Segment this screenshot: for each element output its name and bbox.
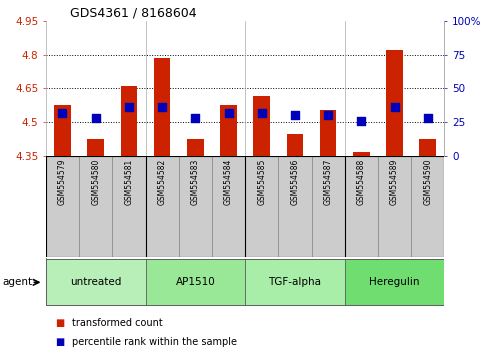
- Bar: [179, 156, 212, 257]
- Bar: [411, 156, 444, 257]
- Bar: [245, 259, 345, 305]
- Text: ■: ■: [56, 318, 65, 328]
- Point: [191, 115, 199, 121]
- Bar: [386, 50, 403, 156]
- Text: untreated: untreated: [70, 277, 121, 287]
- Text: AP1510: AP1510: [175, 277, 215, 287]
- Bar: [254, 96, 270, 156]
- Bar: [154, 58, 170, 156]
- Bar: [220, 105, 237, 156]
- Text: GSM554585: GSM554585: [257, 159, 266, 205]
- Bar: [145, 156, 179, 257]
- Bar: [278, 156, 312, 257]
- Bar: [121, 86, 137, 156]
- Bar: [286, 135, 303, 156]
- Bar: [46, 156, 79, 257]
- Point: [125, 104, 133, 110]
- Point: [225, 110, 232, 115]
- Text: agent: agent: [2, 277, 32, 287]
- Point: [357, 118, 365, 124]
- Text: GSM554590: GSM554590: [423, 159, 432, 205]
- Text: GSM554580: GSM554580: [91, 159, 100, 205]
- Bar: [187, 139, 204, 156]
- Bar: [212, 156, 245, 257]
- Text: percentile rank within the sample: percentile rank within the sample: [72, 337, 238, 347]
- Text: GDS4361 / 8168604: GDS4361 / 8168604: [70, 6, 197, 19]
- Bar: [345, 156, 378, 257]
- Text: GSM554583: GSM554583: [191, 159, 200, 205]
- Text: GSM554584: GSM554584: [224, 159, 233, 205]
- Point: [291, 113, 299, 118]
- Point: [58, 110, 66, 115]
- Text: TGF-alpha: TGF-alpha: [269, 277, 321, 287]
- Point: [158, 104, 166, 110]
- Point: [391, 104, 398, 110]
- Bar: [378, 156, 411, 257]
- Bar: [79, 156, 112, 257]
- Bar: [353, 152, 369, 156]
- Bar: [145, 259, 245, 305]
- Bar: [312, 156, 345, 257]
- Text: transformed count: transformed count: [72, 318, 163, 328]
- Text: GSM554586: GSM554586: [290, 159, 299, 205]
- Bar: [112, 156, 145, 257]
- Bar: [87, 139, 104, 156]
- Text: ■: ■: [56, 337, 65, 347]
- Text: GSM554589: GSM554589: [390, 159, 399, 205]
- Bar: [54, 105, 71, 156]
- Point: [424, 115, 432, 121]
- Text: GSM554588: GSM554588: [357, 159, 366, 205]
- Point: [258, 110, 266, 115]
- Text: GSM554582: GSM554582: [157, 159, 167, 205]
- Bar: [320, 110, 337, 156]
- Text: GSM554581: GSM554581: [125, 159, 133, 205]
- Bar: [345, 259, 444, 305]
- Point: [324, 113, 332, 118]
- Text: GSM554587: GSM554587: [324, 159, 333, 205]
- Point: [92, 115, 99, 121]
- Text: GSM554579: GSM554579: [58, 159, 67, 205]
- Bar: [419, 139, 436, 156]
- Bar: [46, 259, 145, 305]
- Text: Heregulin: Heregulin: [369, 277, 420, 287]
- Bar: [245, 156, 278, 257]
